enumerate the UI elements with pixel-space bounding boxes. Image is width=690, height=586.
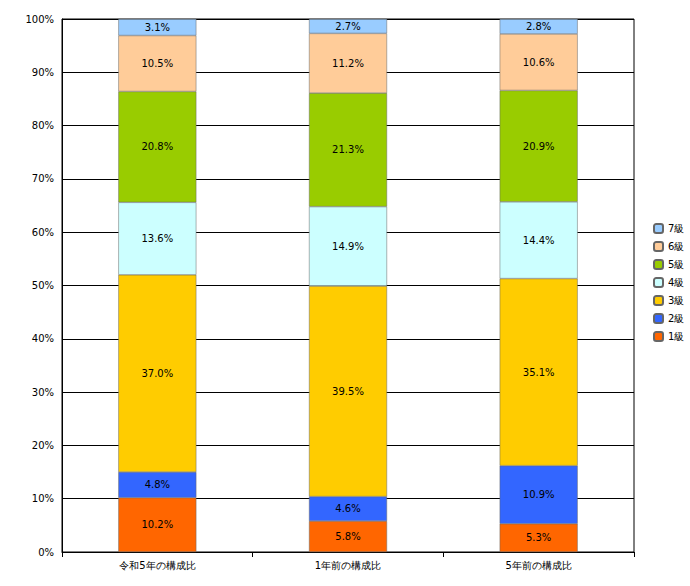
svg-text:0%: 0% — [38, 547, 54, 558]
svg-text:3.1%: 3.1% — [145, 22, 170, 33]
svg-text:100%: 100% — [25, 14, 54, 25]
svg-text:30%: 30% — [32, 387, 54, 398]
svg-text:10%: 10% — [32, 493, 54, 504]
svg-text:5.3%: 5.3% — [526, 532, 551, 543]
svg-text:50%: 50% — [32, 280, 54, 291]
svg-text:5.8%: 5.8% — [335, 531, 360, 542]
svg-text:13.6%: 13.6% — [141, 233, 173, 244]
svg-text:14.9%: 14.9% — [332, 241, 364, 252]
svg-text:5級: 5級 — [668, 259, 684, 270]
svg-text:20%: 20% — [32, 440, 54, 451]
svg-text:80%: 80% — [32, 120, 54, 131]
svg-text:2級: 2級 — [668, 313, 684, 324]
svg-text:2.7%: 2.7% — [335, 21, 360, 32]
svg-text:7級: 7級 — [668, 223, 684, 234]
svg-text:39.5%: 39.5% — [332, 386, 364, 397]
svg-text:35.1%: 35.1% — [523, 367, 555, 378]
svg-text:4.8%: 4.8% — [145, 479, 170, 490]
svg-text:2.8%: 2.8% — [526, 21, 551, 32]
svg-text:10.5%: 10.5% — [141, 58, 173, 69]
svg-text:70%: 70% — [32, 173, 54, 184]
svg-text:1級: 1級 — [668, 331, 684, 342]
svg-text:10.2%: 10.2% — [141, 519, 173, 530]
svg-text:20.8%: 20.8% — [141, 141, 173, 152]
svg-text:4.6%: 4.6% — [335, 503, 360, 514]
svg-text:10.9%: 10.9% — [523, 489, 555, 500]
svg-text:11.2%: 11.2% — [332, 58, 364, 69]
svg-text:37.0%: 37.0% — [141, 368, 173, 379]
svg-text:令和5年の構成比: 令和5年の構成比 — [119, 560, 195, 571]
svg-text:14.4%: 14.4% — [523, 235, 555, 246]
svg-text:60%: 60% — [32, 227, 54, 238]
svg-text:1年前の構成比: 1年前の構成比 — [315, 560, 381, 571]
svg-text:40%: 40% — [32, 333, 54, 344]
svg-text:6級: 6級 — [668, 241, 684, 252]
svg-text:5年前の構成比: 5年前の構成比 — [505, 560, 571, 571]
svg-text:20.9%: 20.9% — [523, 141, 555, 152]
svg-text:10.6%: 10.6% — [523, 57, 555, 68]
svg-text:3級: 3級 — [668, 295, 684, 306]
svg-text:4級: 4級 — [668, 277, 684, 288]
svg-text:90%: 90% — [32, 67, 54, 78]
svg-text:21.3%: 21.3% — [332, 144, 364, 155]
